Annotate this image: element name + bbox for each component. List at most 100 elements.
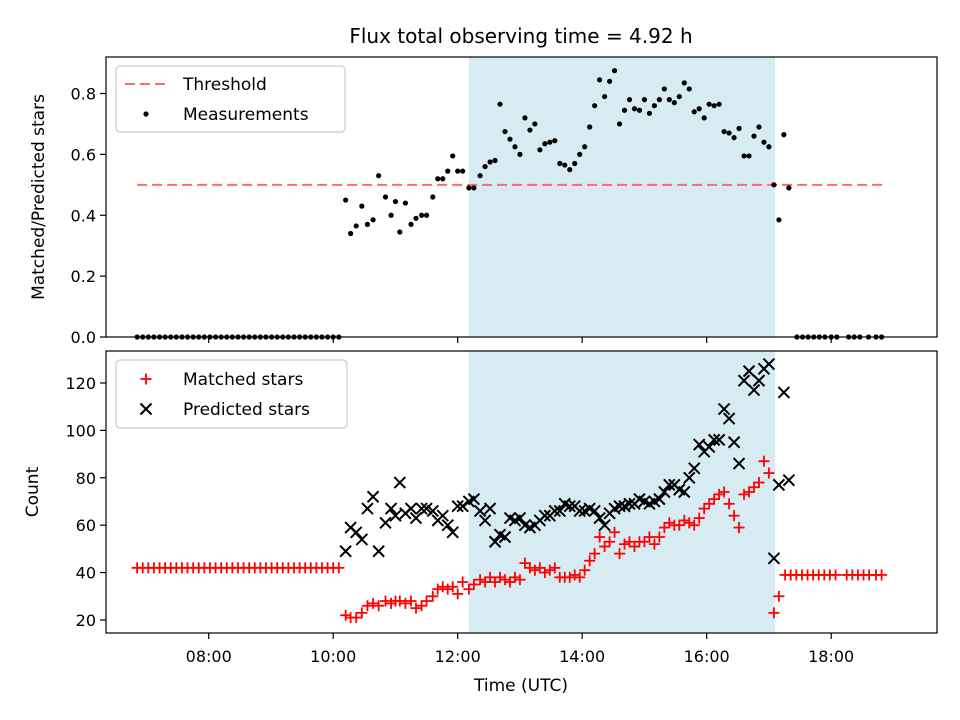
predicted-star-point xyxy=(355,533,369,546)
measurement-point xyxy=(651,103,657,109)
measurement-point xyxy=(572,160,578,167)
matched-star-point xyxy=(524,562,536,574)
measurement-point xyxy=(562,162,568,168)
matched-star-point xyxy=(447,581,459,593)
measurement-point xyxy=(455,168,461,174)
measurement-point xyxy=(343,197,349,203)
matched-star-point xyxy=(708,493,720,505)
matched-star-point xyxy=(688,519,700,531)
measurement-point xyxy=(532,121,538,127)
predicted-star-point xyxy=(553,504,566,518)
top-legend: Threshold Measurements xyxy=(115,65,346,133)
predicted-star-point xyxy=(467,492,481,506)
predicted-star-point xyxy=(384,502,398,515)
measurement-point xyxy=(636,107,643,113)
matched-star-point xyxy=(609,526,621,538)
matched-star-point xyxy=(468,578,480,590)
matched-star-point xyxy=(399,597,411,609)
matched-star-point xyxy=(723,498,735,510)
matched-star-point xyxy=(738,488,750,500)
measurement-point xyxy=(756,124,762,130)
matched-star-point xyxy=(432,583,444,595)
legend-matched-label: Matched stars xyxy=(183,370,303,390)
legend-matched-swatch xyxy=(140,373,152,385)
matched-star-point xyxy=(427,590,439,602)
predicted-star-point xyxy=(707,433,721,447)
predicted-star-point xyxy=(498,530,512,544)
x-tick-label: 16:00 xyxy=(684,647,730,666)
measurement-point xyxy=(686,86,692,92)
predicted-star-point xyxy=(752,374,766,387)
measurement-point xyxy=(397,229,403,235)
measurement-point xyxy=(766,144,772,150)
matched-star-point xyxy=(569,569,581,581)
predicted-star-point xyxy=(772,478,786,492)
predicted-star-point xyxy=(747,383,761,397)
matched-star-point xyxy=(748,481,760,493)
measurement-point xyxy=(746,153,752,159)
matched-star-point xyxy=(373,600,385,612)
legend-plus-marker xyxy=(140,373,152,385)
measurement-point xyxy=(731,135,737,141)
matched-star-point xyxy=(584,555,596,567)
matched-star-point xyxy=(519,557,531,569)
predicted-star-point xyxy=(436,509,449,522)
matched-star-point xyxy=(614,548,626,560)
matched-star-point xyxy=(753,477,765,489)
predicted-star-point xyxy=(683,471,696,484)
legend-measurements-label: Measurements xyxy=(183,105,309,125)
measurement-point xyxy=(641,97,648,103)
predicted-star-point xyxy=(366,490,380,503)
matched-star-point xyxy=(604,536,616,548)
measurement-point xyxy=(527,127,533,133)
matched-star-point xyxy=(504,576,516,588)
measurement-point xyxy=(382,194,389,200)
predicted-star-point xyxy=(762,357,776,371)
measurement-point xyxy=(736,125,742,132)
predicted-star-point xyxy=(678,485,691,499)
measurement-point xyxy=(348,230,354,237)
measurement-point xyxy=(567,167,573,173)
predicted-star-point xyxy=(513,511,527,525)
predicted-star-point xyxy=(451,500,464,513)
top-y-axis: 0.0 0.2 0.4 0.6 0.8 xyxy=(71,85,106,347)
predicted-star-point xyxy=(563,500,576,513)
predicted-star-point xyxy=(372,545,385,558)
predicted-star-point xyxy=(389,509,402,522)
predicted-star-point xyxy=(742,364,756,378)
bottom-plot-frame xyxy=(105,350,938,634)
predicted-star-point xyxy=(488,535,502,548)
matched-star-point xyxy=(457,576,469,588)
x-tick-label: 08:00 xyxy=(186,647,232,666)
matched-star-point xyxy=(340,609,352,621)
matched-star-point xyxy=(534,562,546,574)
matched-star-point xyxy=(416,600,428,612)
measurement-point xyxy=(471,185,477,191)
x-tick-label: 18:00 xyxy=(808,647,854,666)
measurement-point xyxy=(661,86,667,92)
measurement-point xyxy=(547,139,553,145)
measurement-point xyxy=(445,168,451,174)
measurement-point xyxy=(423,212,430,218)
matched-star-point xyxy=(367,597,379,609)
measurement-point xyxy=(602,93,608,100)
matched-star-point xyxy=(514,574,526,586)
predicted-star-point xyxy=(658,485,671,499)
measurement-point xyxy=(392,198,399,205)
matched-star-point xyxy=(594,531,606,543)
measurement-point xyxy=(497,101,503,107)
predicted-star-point xyxy=(663,478,676,492)
matched-star-point xyxy=(713,488,725,500)
matched-star-point xyxy=(405,595,417,607)
matched-star-point xyxy=(683,517,695,529)
matched-star-point xyxy=(544,564,556,576)
top-y-axis-label: Matched/Predicted stars xyxy=(29,94,49,300)
measurement-point xyxy=(502,128,508,135)
bottom-y-axis-label: Count xyxy=(23,466,43,517)
measurement-point xyxy=(487,159,493,165)
measurement-point xyxy=(676,93,682,100)
predicted-star-point xyxy=(767,552,781,565)
matched-star-point xyxy=(499,574,511,586)
predicted-star-point xyxy=(393,476,407,489)
matched-star-point xyxy=(643,531,655,543)
